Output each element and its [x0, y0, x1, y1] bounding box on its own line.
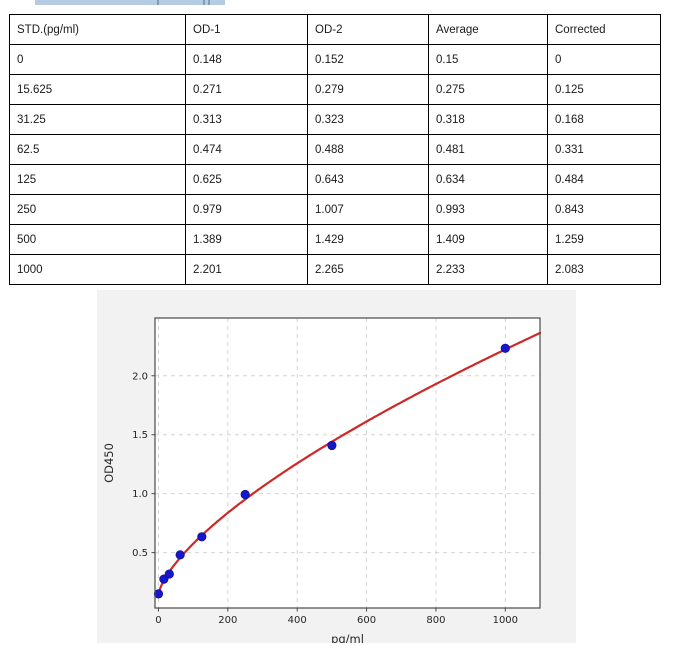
table-cell: 0.625: [185, 164, 308, 195]
table-cell: 0.488: [307, 134, 429, 165]
x-axis-tick-label: 600: [357, 615, 376, 626]
standard-curve-chart: 0 200 400 600 800 1000 0.5 1.0 1.5 2.0 pg/ml OD450: [97, 290, 576, 643]
x-axis-tick-label: 1000: [493, 615, 518, 626]
table-cell: 0.168: [547, 104, 661, 135]
selection-text-fragment: [203, 0, 205, 5]
table-cell: 1.409: [428, 224, 548, 255]
data-point: [240, 489, 250, 500]
table-cell: 1.389: [185, 224, 308, 255]
table-cell: 1000: [9, 254, 186, 285]
data-point: [175, 550, 185, 560]
table-cell: 15.625: [9, 74, 186, 105]
column-header: STD.(pg/ml): [9, 14, 186, 45]
plot-area: [155, 318, 540, 608]
table-cell: 0: [547, 44, 661, 75]
table-cell: 0.481: [428, 134, 548, 165]
table-cell: 0.125: [547, 74, 661, 105]
table-cell: 0.148: [185, 44, 308, 75]
y-axis-label: OD450: [102, 443, 116, 483]
y-axis-tick-label: 1.0: [132, 489, 148, 500]
table-cell: 2.233: [428, 254, 548, 285]
standard-curve-figure: 0 200 400 600 800 1000 0.5 1.0 1.5 2.0 pg/ml OD450: [97, 290, 576, 643]
column-header: OD-2: [307, 14, 429, 45]
x-axis-tick-label: 800: [426, 615, 445, 626]
data-point: [327, 440, 337, 451]
table-cell: 0.843: [547, 194, 661, 225]
data-point: [197, 532, 207, 542]
clipped-text-selection: [35, 0, 225, 5]
x-axis-tick-label: 0: [155, 615, 161, 626]
x-axis-tick-label: 200: [218, 615, 237, 626]
x-axis-label: pg/ml: [331, 632, 364, 643]
fit-curve: [157, 331, 542, 597]
table-row: 15.625 0.271 0.279 0.275 0.125: [9, 74, 661, 105]
table-cell: 250: [9, 194, 186, 225]
table-row: 250 0.979 1.007 0.993 0.843: [9, 194, 661, 225]
table-header-row: STD.(pg/ml) OD-1 OD-2 Average Corrected: [9, 14, 661, 45]
table-row: 1000 2.201 2.265 2.233 2.083: [9, 254, 661, 285]
selection-text-fragment: [208, 0, 210, 5]
table-row: 31.25 0.313 0.323 0.318 0.168: [9, 104, 661, 135]
column-header: Average: [428, 14, 548, 45]
table-cell: 0.634: [428, 164, 548, 195]
table-cell: 0.152: [307, 44, 429, 75]
standards-table: STD.(pg/ml) OD-1 OD-2 Average Corrected 0 0.1…: [9, 14, 661, 285]
column-header: OD-1: [185, 14, 308, 45]
x-axis-tick-label: 400: [288, 615, 307, 626]
table-cell: 62.5: [9, 134, 186, 165]
table-cell: 2.265: [307, 254, 429, 285]
table-cell: 0.993: [428, 194, 548, 225]
y-axis-tick-label: 2.0: [132, 371, 148, 382]
table-cell: 0.271: [185, 74, 308, 105]
selection-text-fragment: [157, 0, 159, 5]
table-cell: 0.979: [185, 194, 308, 225]
table-row: 500 1.389 1.429 1.409 1.259: [9, 224, 661, 255]
table-cell: 0.313: [185, 104, 308, 135]
table-row: 62.5 0.474 0.488 0.481 0.331: [9, 134, 661, 165]
table-row: 0 0.148 0.152 0.15 0: [9, 44, 661, 75]
y-axis-tick-label: 0.5: [132, 548, 148, 559]
table-cell: 0.474: [185, 134, 308, 165]
table-cell: 0.275: [428, 74, 548, 105]
table-cell: 0.643: [307, 164, 429, 195]
table-body: 0 0.148 0.152 0.15 0 15.625 0.271 0.279 0.275 0.1…: [9, 44, 661, 285]
y-axis-tick-label: 1.5: [132, 430, 148, 441]
table-cell: 0.15: [428, 44, 548, 75]
data-point: [153, 589, 164, 599]
table-cell: 1.007: [307, 194, 429, 225]
table-row: 125 0.625 0.643 0.634 0.484: [9, 164, 661, 195]
table-cell: 31.25: [9, 104, 186, 135]
table-cell: 0.318: [428, 104, 548, 135]
data-point: [164, 569, 174, 579]
table-cell: 2.201: [185, 254, 308, 285]
data-point: [500, 343, 510, 353]
table-cell: 500: [9, 224, 186, 255]
column-header: Corrected: [547, 14, 661, 45]
plot-border: [154, 317, 541, 609]
table-cell: 0: [9, 44, 186, 75]
table-cell: 0.484: [547, 164, 661, 195]
table-cell: 1.429: [307, 224, 429, 255]
table-cell: 1.259: [547, 224, 661, 255]
table-cell: 0.279: [307, 74, 429, 105]
table-cell: 0.331: [547, 134, 661, 165]
table-head: STD.(pg/ml) OD-1 OD-2 Average Corrected: [9, 14, 661, 45]
table-cell: 125: [9, 164, 186, 195]
table-cell: 0.323: [307, 104, 429, 135]
table-cell: 2.083: [547, 254, 661, 285]
